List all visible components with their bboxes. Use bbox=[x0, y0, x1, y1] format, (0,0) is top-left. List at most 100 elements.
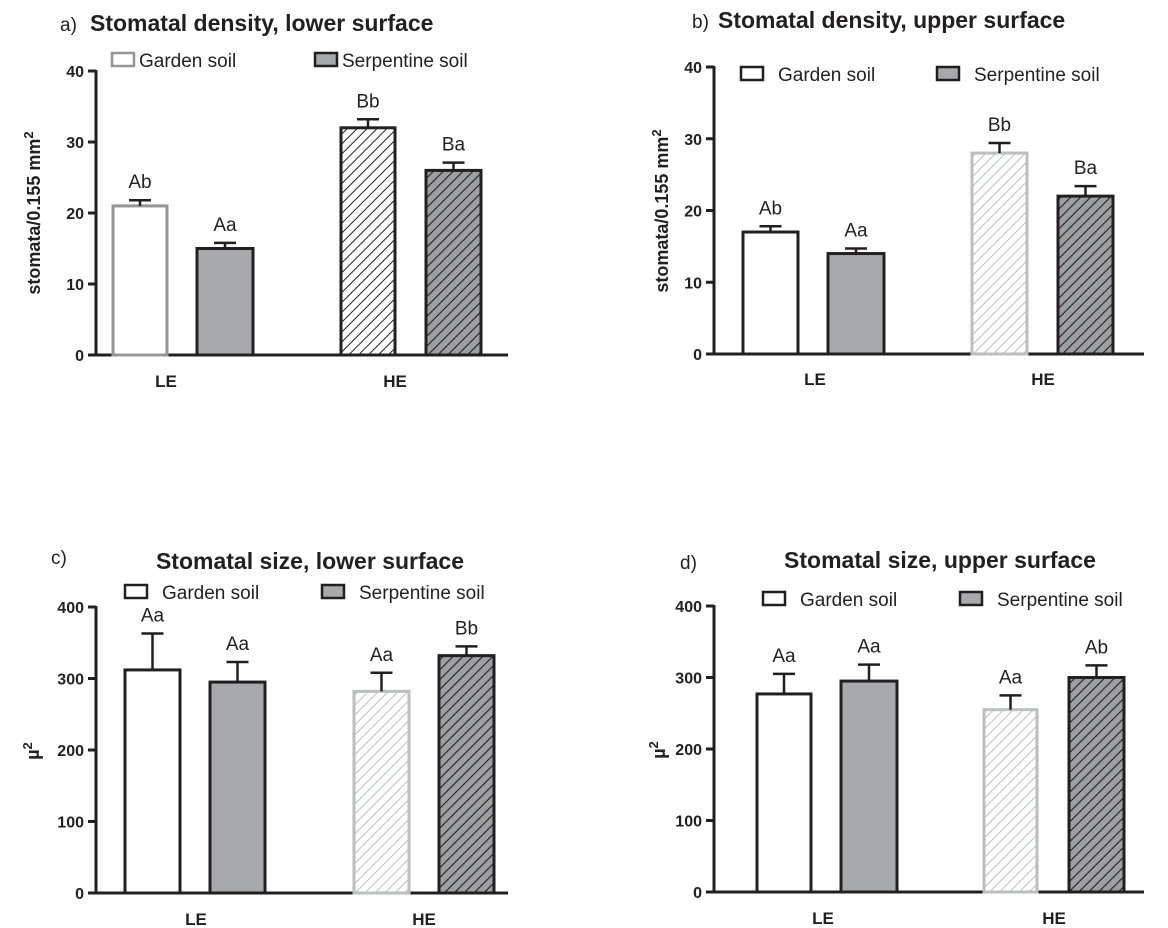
y-tick-label: 0 bbox=[75, 348, 84, 365]
legend-swatch bbox=[123, 583, 149, 600]
x-category-label: LE bbox=[185, 910, 207, 928]
y-tick-label: 400 bbox=[57, 600, 84, 617]
bar bbox=[424, 168, 483, 357]
legend-label: Serpentine soil bbox=[342, 51, 468, 72]
y-tick-label: 200 bbox=[57, 743, 84, 760]
y-axis-label-text: µ bbox=[649, 748, 669, 758]
significance-label: Ba bbox=[1074, 158, 1098, 179]
legend-label: Garden soil bbox=[139, 51, 236, 72]
y-axis-label: stomata/0.155 mm2 bbox=[21, 131, 44, 294]
significance-label: Ab bbox=[128, 172, 151, 193]
y-tick-label: 40 bbox=[684, 60, 702, 77]
legend-swatch bbox=[320, 583, 346, 600]
x-category-label: LE bbox=[155, 372, 177, 391]
bar bbox=[1067, 676, 1126, 894]
chart-title: Stomatal density, upper surface bbox=[718, 7, 1065, 33]
bar bbox=[839, 679, 899, 894]
significance-label: Aa bbox=[226, 634, 250, 655]
significance-label: Aa bbox=[999, 667, 1023, 688]
chart-panel-d: d) Stomatal size, upper surface Garden soi… bbox=[646, 547, 1144, 928]
bar bbox=[195, 247, 255, 357]
significance-label: Bb bbox=[356, 91, 379, 112]
panel-letter: b) bbox=[692, 12, 709, 33]
chart-title: Stomatal size, upper surface bbox=[784, 547, 1096, 573]
y-tick-label: 30 bbox=[684, 132, 702, 149]
chart-panel-b: b) Stomatal density, upper surface Garden … bbox=[649, 7, 1144, 389]
y-axis-label: µ2 bbox=[20, 742, 43, 760]
legend-label: Serpentine soil bbox=[974, 65, 1100, 86]
y-axis-label-superscript: 2 bbox=[646, 741, 661, 748]
panel-letter: c) bbox=[51, 548, 67, 569]
significance-label: Aa bbox=[370, 645, 394, 666]
y-tick-label: 0 bbox=[75, 886, 84, 903]
significance-label: Ab bbox=[759, 198, 782, 219]
bar bbox=[208, 680, 267, 895]
y-tick-label: 20 bbox=[66, 206, 84, 223]
legend-label: Garden soil bbox=[778, 65, 875, 86]
x-category-label: LE bbox=[804, 370, 826, 389]
x-category-label: HE bbox=[1042, 909, 1066, 928]
chart-panel-a: a) Stomatal density, lower surface Garden … bbox=[21, 10, 508, 391]
bar bbox=[111, 204, 169, 357]
x-category-label: LE bbox=[812, 909, 834, 928]
legend-label: Garden soil bbox=[800, 590, 897, 611]
y-axis-label: µ2 bbox=[646, 741, 669, 759]
bar bbox=[970, 151, 1029, 356]
x-category-label: HE bbox=[412, 910, 436, 928]
significance-label: Aa bbox=[857, 637, 881, 658]
y-axis-label-text: stomata/0.155 mm bbox=[24, 139, 44, 295]
panel-letter: a) bbox=[60, 15, 77, 36]
significance-label: Ba bbox=[442, 135, 466, 156]
bar bbox=[741, 230, 800, 356]
y-tick-label: 300 bbox=[675, 671, 702, 688]
y-tick-label: 30 bbox=[66, 135, 84, 152]
y-tick-label: 20 bbox=[684, 204, 702, 221]
bar bbox=[982, 708, 1039, 894]
significance-label: Bb bbox=[988, 115, 1011, 136]
y-tick-label: 0 bbox=[693, 347, 702, 364]
y-tick-label: 400 bbox=[675, 599, 702, 616]
significance-label: Aa bbox=[213, 215, 237, 236]
chart-panel-c: c) Stomatal size, lower surface Garden soi… bbox=[20, 548, 508, 928]
significance-label: Aa bbox=[772, 646, 796, 667]
y-axis-label-text: µ bbox=[23, 749, 43, 759]
y-tick-label: 40 bbox=[66, 64, 84, 81]
legend-swatch bbox=[739, 65, 765, 82]
chart-title: Stomatal density, lower surface bbox=[90, 10, 433, 36]
bar bbox=[1056, 194, 1115, 356]
legend-swatch bbox=[761, 590, 787, 607]
y-tick-label: 10 bbox=[684, 275, 702, 292]
bar bbox=[123, 668, 182, 895]
y-tick-label: 200 bbox=[675, 742, 702, 759]
bar bbox=[437, 654, 496, 895]
legend-label: Garden soil bbox=[162, 583, 259, 604]
y-tick-label: 0 bbox=[693, 885, 702, 902]
x-category-label: HE bbox=[383, 372, 407, 391]
legend-swatch bbox=[935, 65, 961, 82]
y-axis-label: stomata/0.155 mm2 bbox=[649, 129, 672, 292]
legend-swatch bbox=[313, 51, 339, 68]
significance-label: Aa bbox=[844, 221, 868, 242]
y-axis-label-superscript: 2 bbox=[649, 129, 664, 136]
y-tick-label: 10 bbox=[66, 277, 84, 294]
legend-swatch bbox=[958, 590, 984, 607]
significance-label: Ab bbox=[1085, 637, 1108, 658]
y-tick-label: 300 bbox=[57, 672, 84, 689]
bar bbox=[826, 252, 886, 356]
chart-title: Stomatal size, lower surface bbox=[156, 548, 464, 574]
legend-label: Serpentine soil bbox=[359, 583, 485, 604]
bar bbox=[755, 692, 813, 894]
significance-label: Aa bbox=[141, 605, 165, 626]
bar bbox=[339, 126, 397, 357]
legend-swatch bbox=[110, 51, 136, 68]
y-tick-label: 100 bbox=[57, 815, 84, 832]
y-axis-label-superscript: 2 bbox=[21, 131, 36, 138]
y-tick-label: 100 bbox=[675, 814, 702, 831]
legend-label: Serpentine soil bbox=[997, 590, 1123, 611]
bar bbox=[352, 689, 411, 895]
panel-letter: d) bbox=[680, 553, 697, 574]
significance-label: Bb bbox=[455, 618, 478, 639]
y-axis-label-superscript: 2 bbox=[20, 742, 35, 749]
x-category-label: HE bbox=[1031, 370, 1055, 389]
